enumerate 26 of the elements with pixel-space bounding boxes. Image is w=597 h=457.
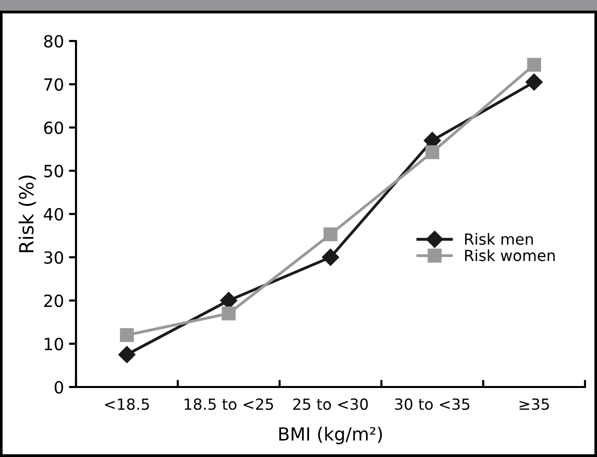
y-tick-label: 60 <box>44 121 64 134</box>
y-tick-label: 70 <box>44 78 64 91</box>
point <box>324 227 338 242</box>
y-axis-title: Risk (%) <box>18 176 36 252</box>
x-tick-label: 25 to <30 <box>293 398 368 410</box>
y-tick-label: 80 <box>44 34 64 48</box>
y-tick-label: 20 <box>44 294 64 308</box>
y-tick-label: 0 <box>54 380 64 394</box>
y-tick-label: 50 <box>44 164 64 178</box>
point <box>118 346 136 364</box>
x-axis-title: BMI (kg/m²) <box>279 426 382 444</box>
x-tick-label: ≥35 <box>520 398 549 410</box>
point <box>526 74 543 91</box>
y-tick-label: 40 <box>44 208 64 221</box>
point <box>322 248 340 266</box>
x-tick-label: <18.5 <box>105 398 149 410</box>
legend-label: Risk women <box>465 249 555 262</box>
point <box>527 58 542 72</box>
legend-label: Risk men <box>465 233 533 245</box>
point <box>222 306 236 320</box>
y-tick-label: 10 <box>44 338 64 350</box>
y-tick-label: 30 <box>44 251 64 264</box>
x-tick-label: 18.5 to <25 <box>184 398 274 410</box>
point <box>425 145 440 160</box>
point <box>120 328 134 342</box>
x-tick-label: 30 to <35 <box>395 398 470 410</box>
